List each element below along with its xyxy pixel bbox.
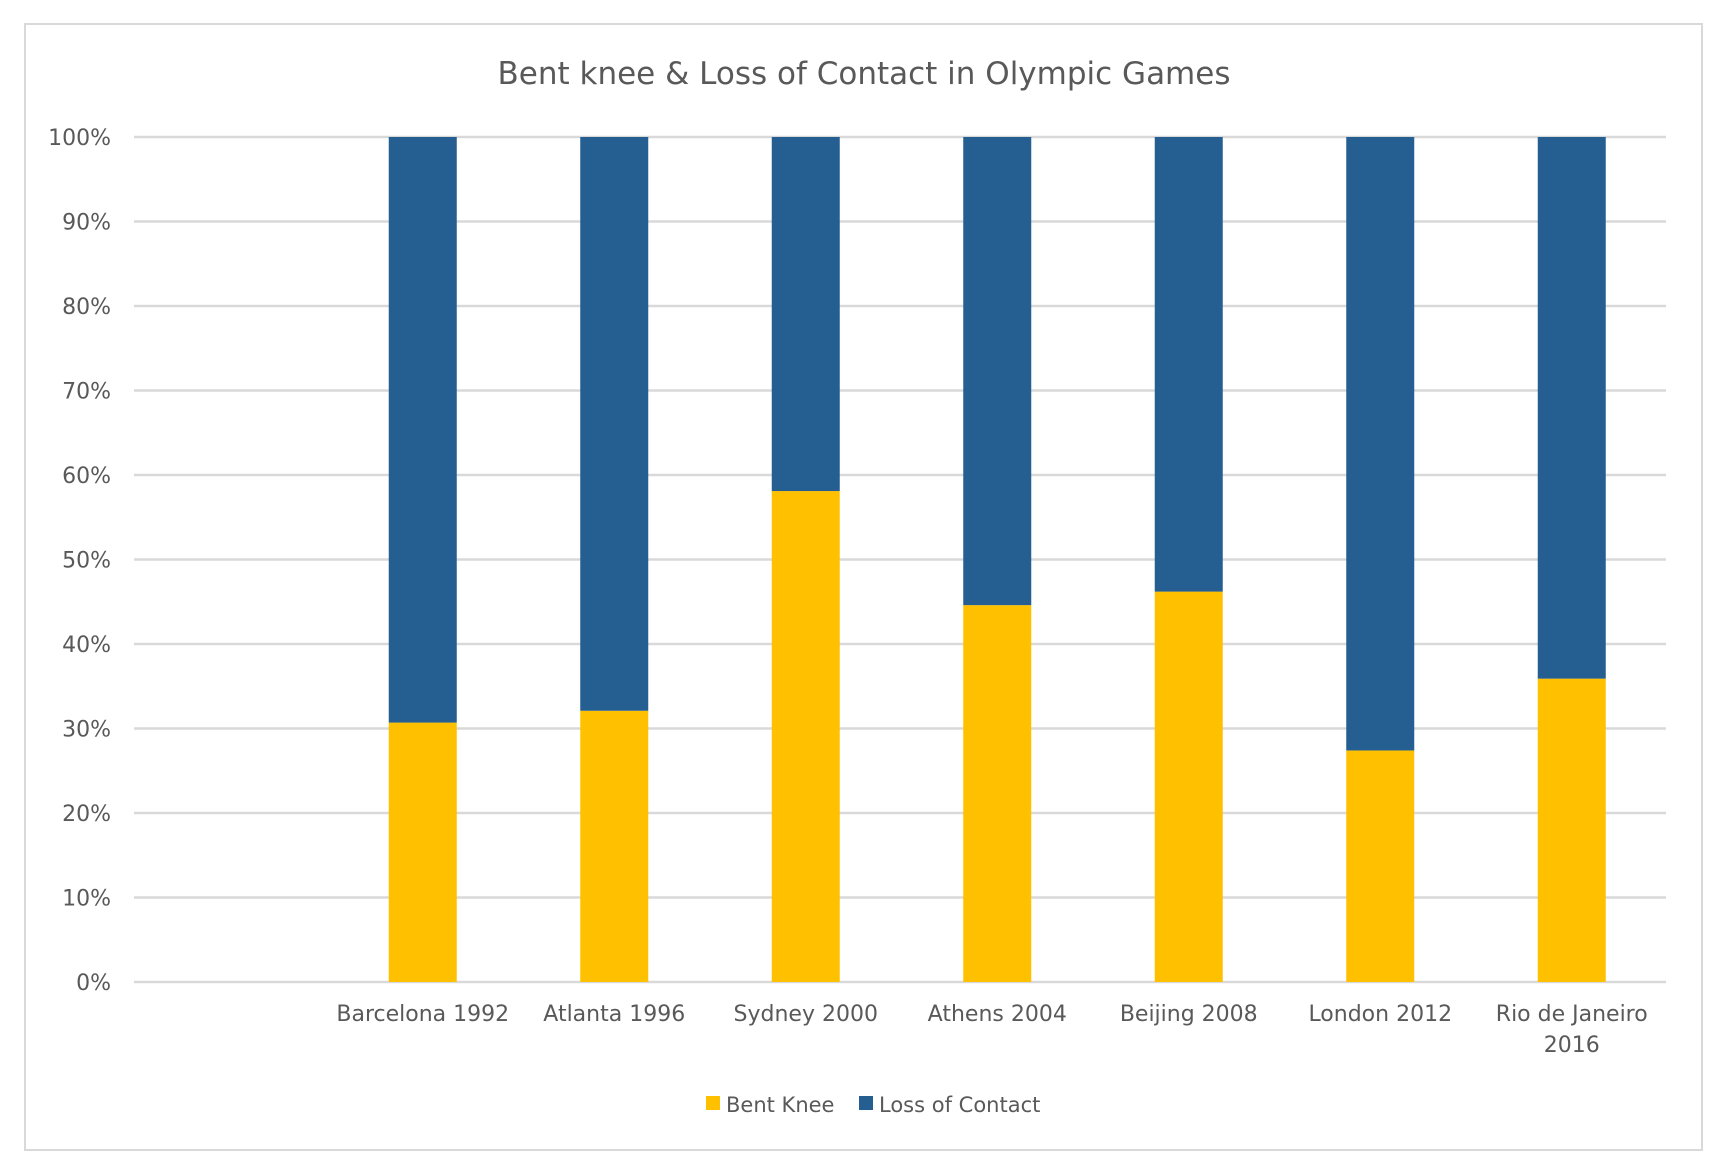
legend-label: Loss of Contact xyxy=(879,1093,1040,1117)
y-tick-label: 90% xyxy=(62,211,111,236)
y-axis-ticks: 0% 10% 20% 30% 40% 50% 60% 70% 80% 90% 100% xyxy=(48,126,111,996)
y-tick-label: 40% xyxy=(62,633,111,658)
chart-title: Bent knee & Loss of Contact in Olympic G… xyxy=(498,56,1231,92)
x-tick-label-line: Athens 2004 xyxy=(928,1002,1067,1027)
y-tick-label: 30% xyxy=(62,718,111,743)
bar-segment xyxy=(1537,678,1606,982)
y-tick-label: 80% xyxy=(62,295,111,320)
y-tick-label: 10% xyxy=(62,887,111,912)
x-tick-label: Barcelona 1992 xyxy=(336,1002,509,1027)
legend-swatch xyxy=(859,1096,873,1110)
y-tick-label: 20% xyxy=(62,802,111,827)
x-tick-label: Sydney 2000 xyxy=(734,1002,878,1027)
bar-segment xyxy=(388,137,457,723)
y-tick-label: 70% xyxy=(62,380,111,405)
bar-segment xyxy=(388,722,457,982)
x-tick-label: Atlanta 1996 xyxy=(543,1002,685,1027)
x-axis-ticks: Barcelona 1992 Atlanta 1996 Sydney 2000 Ath… xyxy=(336,1002,1647,1058)
bar-segment xyxy=(963,137,1032,606)
bar-segment xyxy=(771,491,840,982)
x-tick-label: London 2012 xyxy=(1308,1002,1452,1027)
x-tick-label-line: Atlanta 1996 xyxy=(543,1002,685,1027)
bar-segment xyxy=(1346,137,1415,751)
gridlines xyxy=(134,135,1666,984)
legend-swatch xyxy=(706,1096,720,1110)
x-tick-label: Rio de Janeiro 2016 xyxy=(1496,1002,1648,1058)
y-tick-label: 0% xyxy=(76,971,111,996)
bar-segment xyxy=(1346,750,1415,982)
x-tick-label: Athens 2004 xyxy=(928,1002,1067,1027)
x-tick-label: Beijing 2008 xyxy=(1120,1002,1258,1027)
bar-segment xyxy=(1154,591,1223,982)
bar-segment xyxy=(1537,137,1606,679)
y-tick-label: 60% xyxy=(62,464,111,489)
legend: Bent Knee Loss of Contact xyxy=(706,1093,1040,1117)
y-tick-label: 50% xyxy=(62,549,111,574)
x-tick-label-line: Barcelona 1992 xyxy=(336,1002,509,1027)
bars xyxy=(388,137,1606,982)
legend-label: Bent Knee xyxy=(726,1093,834,1117)
chart-frame xyxy=(24,23,1703,1151)
bar-segment xyxy=(580,137,649,711)
bar-segment xyxy=(963,605,1032,982)
x-tick-label-line: Sydney 2000 xyxy=(734,1002,878,1027)
x-tick-label-line: 2016 xyxy=(1544,1033,1600,1058)
bar-segment xyxy=(771,137,840,492)
x-tick-label-line: London 2012 xyxy=(1308,1002,1452,1027)
x-tick-label-line: Beijing 2008 xyxy=(1120,1002,1258,1027)
y-tick-label: 100% xyxy=(48,126,111,151)
bar-segment xyxy=(1154,137,1223,592)
x-tick-label-line: Rio de Janeiro xyxy=(1496,1002,1648,1027)
bar-segment xyxy=(580,710,649,982)
